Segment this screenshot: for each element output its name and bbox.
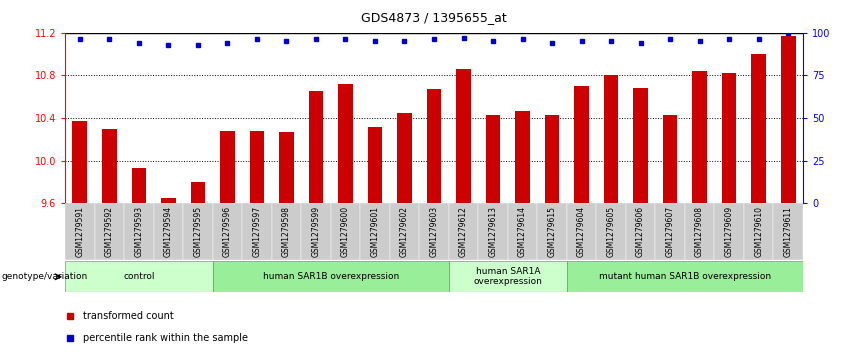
Text: GSM1279607: GSM1279607 (666, 206, 674, 257)
Bar (183, 203, 213, 260)
Bar (449, 261, 567, 292)
Bar (663, 115, 678, 203)
Bar (685, 203, 714, 260)
Text: GSM1279606: GSM1279606 (636, 206, 645, 257)
Bar (132, 168, 146, 203)
Bar (545, 115, 560, 203)
Text: GSM1279592: GSM1279592 (105, 206, 114, 257)
Bar (390, 203, 419, 260)
Text: mutant human SAR1B overexpression: mutant human SAR1B overexpression (599, 272, 771, 281)
Text: GSM1279597: GSM1279597 (253, 206, 261, 257)
Bar (65, 261, 213, 292)
Text: transformed count: transformed count (82, 311, 174, 321)
Text: GSM1279600: GSM1279600 (341, 206, 350, 257)
Bar (339, 84, 352, 203)
Text: GSM1279591: GSM1279591 (76, 206, 84, 257)
Bar (449, 203, 478, 260)
Bar (419, 203, 449, 260)
Bar (486, 115, 501, 203)
Bar (72, 121, 87, 203)
Bar (752, 54, 766, 203)
Bar (575, 86, 589, 203)
Text: GSM1279594: GSM1279594 (164, 206, 173, 257)
Bar (773, 203, 803, 260)
Bar (516, 110, 530, 203)
Text: GSM1279602: GSM1279602 (400, 206, 409, 257)
Bar (124, 203, 154, 260)
Bar (596, 203, 626, 260)
Bar (604, 75, 618, 203)
Text: percentile rank within the sample: percentile rank within the sample (82, 333, 247, 343)
Text: GSM1279604: GSM1279604 (577, 206, 586, 257)
Bar (626, 203, 655, 260)
Text: human SAR1B overexpression: human SAR1B overexpression (263, 272, 398, 281)
Text: control: control (123, 272, 155, 281)
Text: GSM1279596: GSM1279596 (223, 206, 232, 257)
Text: GSM1279605: GSM1279605 (607, 206, 615, 257)
Bar (368, 126, 383, 203)
Bar (331, 203, 360, 260)
Bar (154, 203, 183, 260)
Bar (213, 261, 449, 292)
Bar (272, 203, 301, 260)
Bar (693, 71, 707, 203)
Text: GSM1279609: GSM1279609 (725, 206, 733, 257)
Bar (427, 89, 442, 203)
Bar (634, 88, 648, 203)
Text: GSM1279599: GSM1279599 (312, 206, 320, 257)
Text: GSM1279614: GSM1279614 (518, 206, 527, 257)
Bar (309, 91, 324, 203)
Bar (102, 129, 116, 203)
Text: GSM1279610: GSM1279610 (754, 206, 763, 257)
Bar (537, 203, 567, 260)
Bar (161, 198, 175, 203)
Text: GSM1279608: GSM1279608 (695, 206, 704, 257)
Bar (242, 203, 272, 260)
Bar (279, 132, 293, 203)
Bar (478, 203, 508, 260)
Bar (567, 261, 803, 292)
Bar (655, 203, 685, 260)
Bar (567, 203, 596, 260)
Bar (398, 113, 412, 203)
Text: GSM1279611: GSM1279611 (784, 206, 792, 257)
Text: GSM1279593: GSM1279593 (135, 206, 143, 257)
Bar (301, 203, 331, 260)
Text: genotype/variation: genotype/variation (2, 272, 88, 281)
Text: GSM1279603: GSM1279603 (430, 206, 438, 257)
Bar (457, 69, 471, 203)
Bar (220, 131, 234, 203)
Bar (360, 203, 390, 260)
Bar (95, 203, 124, 260)
Text: GSM1279613: GSM1279613 (489, 206, 497, 257)
Text: GDS4873 / 1395655_at: GDS4873 / 1395655_at (361, 11, 507, 24)
Text: GSM1279601: GSM1279601 (371, 206, 379, 257)
Bar (65, 203, 95, 260)
Text: GSM1279612: GSM1279612 (459, 206, 468, 257)
Text: GSM1279595: GSM1279595 (194, 206, 202, 257)
Bar (781, 36, 796, 203)
Text: GSM1279598: GSM1279598 (282, 206, 291, 257)
Bar (213, 203, 242, 260)
Bar (714, 203, 744, 260)
Bar (722, 73, 736, 203)
Bar (744, 203, 773, 260)
Bar (508, 203, 537, 260)
Bar (250, 131, 265, 203)
Bar (191, 182, 206, 203)
Text: GSM1279615: GSM1279615 (548, 206, 556, 257)
Text: human SAR1A
overexpression: human SAR1A overexpression (473, 267, 542, 286)
